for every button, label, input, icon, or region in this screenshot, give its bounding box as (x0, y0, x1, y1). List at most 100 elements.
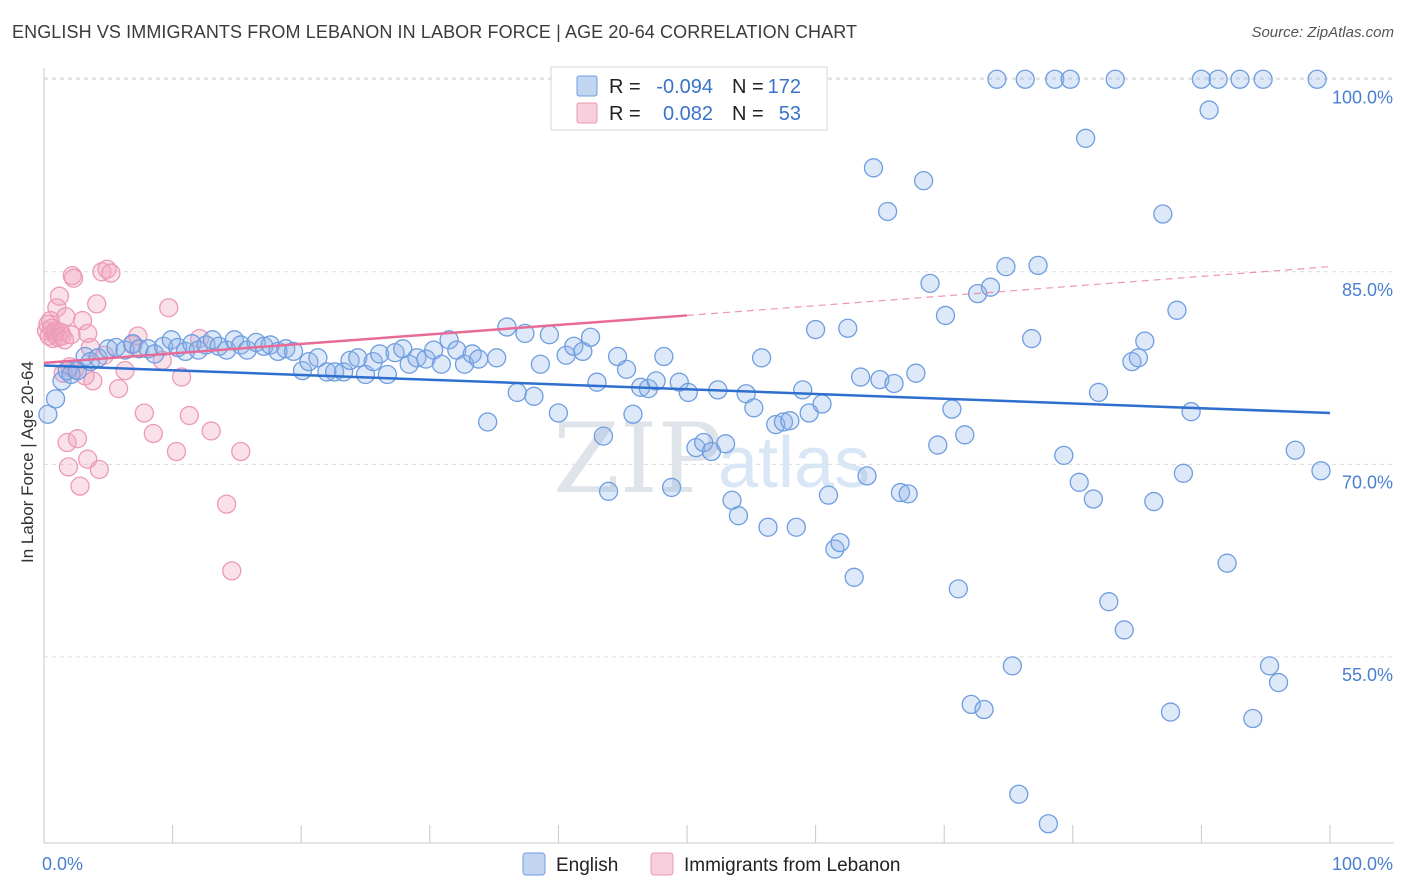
english-point (825, 539, 845, 559)
lebanon-point (179, 405, 199, 426)
y-tick-label: 100.0% (1332, 87, 1393, 107)
english-point (654, 346, 674, 367)
y-tick-label: 55.0% (1342, 665, 1393, 685)
chart-title: ENGLISH VS IMMIGRANTS FROM LEBANON IN LA… (12, 22, 858, 42)
english-point (524, 386, 544, 406)
english-point (850, 367, 871, 387)
english-point (439, 330, 459, 350)
english-point (877, 201, 898, 222)
english-point (462, 344, 482, 364)
lebanon-point (57, 432, 77, 453)
english-point (377, 364, 398, 385)
x-tick-label: 100.0% (1332, 854, 1393, 874)
series-legend: English Immigrants from Lebanon (522, 852, 901, 876)
english-point (138, 339, 158, 359)
english-point (844, 567, 864, 587)
english-point (161, 330, 181, 350)
english-point (646, 371, 666, 391)
english-trend-line (43, 364, 1331, 415)
legend-swatch-lebanon (576, 102, 598, 124)
english-point (1021, 328, 1042, 349)
english-point (1199, 100, 1219, 120)
legend-lebanon-n-label: N = (732, 103, 764, 125)
english-point (38, 404, 58, 424)
english-point (661, 477, 682, 498)
series-legend-swatch-lebanon (650, 852, 674, 876)
english-point (884, 373, 904, 394)
english-point (1259, 656, 1280, 676)
legend-english-n-label: N = (732, 76, 764, 98)
english-point (987, 69, 1007, 89)
lebanon-point (83, 371, 103, 391)
lebanon-point (115, 360, 135, 381)
english-point (870, 369, 890, 390)
english-point (1307, 69, 1327, 89)
english-point (623, 404, 643, 424)
lebanon-point (222, 561, 242, 581)
lebanon-point (216, 494, 237, 514)
english-point (751, 348, 772, 368)
english-point (715, 434, 736, 454)
english-point (1076, 128, 1096, 148)
english-point (1038, 814, 1059, 834)
y-axis-title: In Labor Force | Age 20-64 (18, 361, 37, 563)
english-point (1217, 553, 1237, 573)
english-point (780, 411, 800, 431)
english-point (539, 325, 560, 345)
y-tick-label: 85.0% (1342, 280, 1393, 300)
english-point (773, 412, 794, 432)
english-point (1160, 702, 1181, 722)
legend-english-n-value: 172 (768, 76, 801, 98)
series-lebanon-points (36, 259, 251, 581)
english-point (818, 485, 839, 505)
english-point (786, 517, 806, 537)
series-legend-label-lebanon: Immigrants from Lebanon (684, 855, 901, 876)
grid-lines (44, 77, 1394, 658)
english-point (1208, 69, 1228, 89)
legend-lebanon-r-value: 0.082 (663, 103, 713, 125)
english-point (935, 305, 956, 326)
english-point (830, 532, 850, 553)
watermark-atlas-text: atlas (718, 423, 870, 503)
english-point (1135, 331, 1155, 351)
series-legend-label-english: English (556, 855, 618, 876)
english-point (478, 412, 498, 432)
english-point (863, 158, 884, 178)
english-point (340, 350, 360, 371)
english-point (45, 389, 66, 409)
english-point (348, 348, 368, 368)
english-point (1243, 708, 1263, 729)
lebanon-point (70, 476, 90, 496)
english-point (996, 257, 1016, 277)
lebanon-point (58, 457, 79, 477)
lebanon-point (67, 429, 88, 449)
english-point (469, 349, 489, 369)
english-point (812, 394, 832, 414)
english-point (1099, 592, 1119, 612)
english-point (906, 363, 926, 383)
english-point (115, 340, 135, 360)
english-point (598, 481, 619, 501)
lebanon-point (166, 441, 187, 462)
lebanon-point (54, 330, 75, 350)
english-point (758, 517, 778, 537)
english-point (1230, 69, 1250, 89)
lebanon-point (87, 294, 107, 314)
series-legend-swatch-english (522, 852, 546, 876)
english-point (1083, 489, 1104, 509)
english-point (1114, 620, 1134, 640)
english-point (1181, 402, 1201, 422)
lebanon-point (101, 263, 121, 283)
english-point (1009, 784, 1029, 804)
lebanon-point (231, 441, 251, 462)
english-point (1088, 382, 1109, 403)
stats-legend: R = -0.094 N = 172 R = 0.082 N = 53 (550, 66, 828, 131)
english-point (838, 318, 858, 338)
english-point (1069, 472, 1089, 492)
lebanon-point (159, 298, 179, 318)
english-point (548, 403, 569, 423)
english-point (1253, 69, 1273, 89)
lebanon-point (78, 323, 98, 344)
english-point (580, 327, 601, 347)
english-point (1105, 69, 1125, 89)
